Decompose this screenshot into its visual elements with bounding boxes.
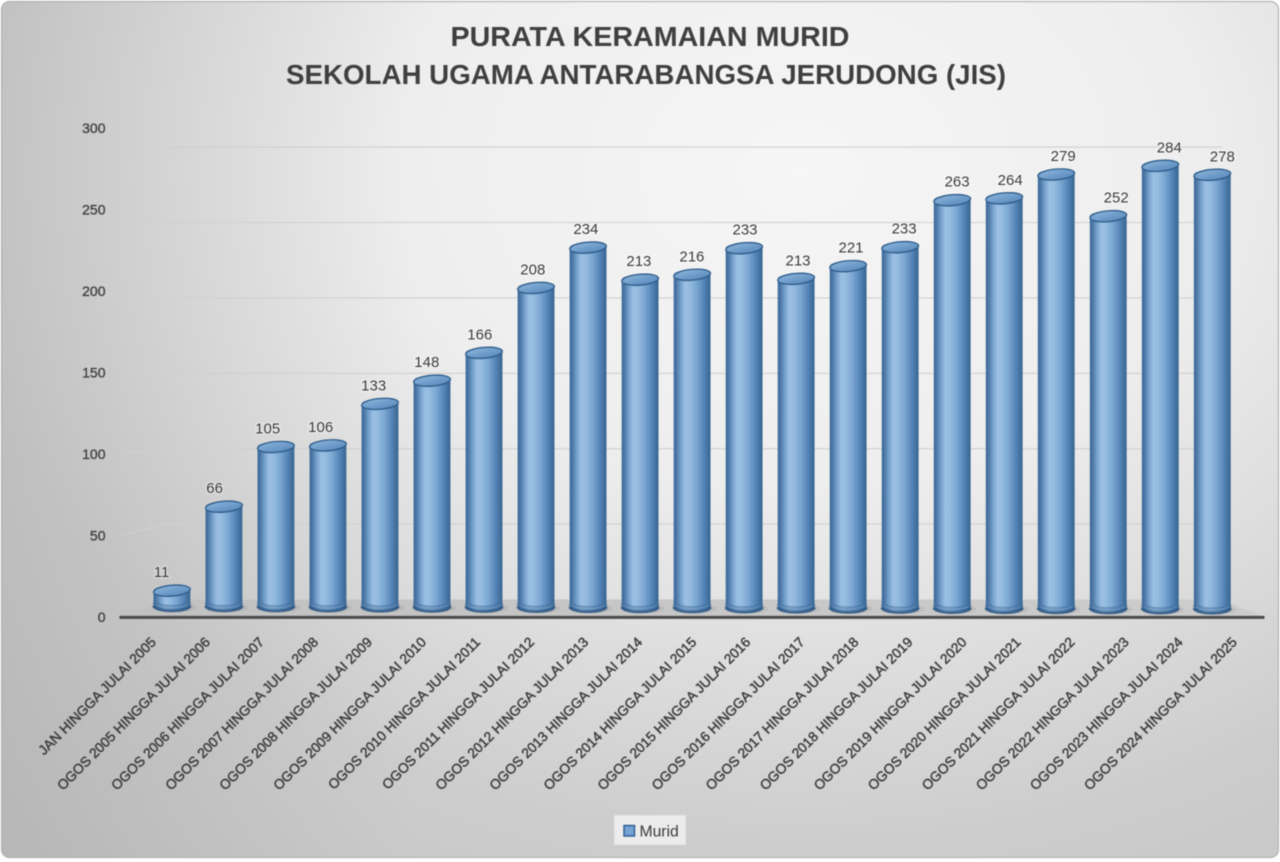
svg-text:Murid: Murid — [640, 823, 679, 840]
svg-text:66: 66 — [206, 480, 223, 497]
svg-text:300: 300 — [82, 120, 106, 136]
svg-text:SEKOLAH UGAMA ANTARABANGSA JER: SEKOLAH UGAMA ANTARABANGSA JERUDONG (JIS… — [286, 59, 1006, 90]
svg-text:213: 213 — [626, 253, 651, 270]
svg-text:278: 278 — [1210, 148, 1235, 165]
svg-text:252: 252 — [1104, 190, 1129, 207]
svg-text:263: 263 — [945, 174, 970, 191]
svg-text:50: 50 — [90, 527, 106, 543]
svg-text:166: 166 — [467, 326, 492, 343]
svg-text:234: 234 — [573, 221, 598, 238]
svg-text:148: 148 — [414, 354, 439, 371]
svg-text:221: 221 — [838, 240, 863, 257]
svg-text:0: 0 — [98, 609, 106, 625]
svg-text:200: 200 — [82, 283, 106, 299]
svg-text:216: 216 — [679, 248, 704, 265]
svg-text:133: 133 — [361, 377, 386, 394]
svg-text:150: 150 — [82, 364, 106, 380]
svg-text:11: 11 — [154, 564, 170, 581]
svg-text:208: 208 — [520, 262, 545, 279]
svg-text:PURATA KERAMAIAN MURID: PURATA KERAMAIAN MURID — [451, 21, 850, 52]
svg-text:233: 233 — [732, 222, 757, 239]
svg-text:284: 284 — [1157, 139, 1182, 156]
svg-text:213: 213 — [785, 252, 810, 269]
svg-text:106: 106 — [308, 419, 333, 436]
svg-text:233: 233 — [892, 221, 917, 238]
svg-text:279: 279 — [1051, 148, 1076, 165]
svg-text:100: 100 — [82, 446, 106, 462]
svg-text:250: 250 — [82, 201, 106, 217]
svg-text:264: 264 — [998, 172, 1023, 189]
svg-text:105: 105 — [255, 421, 280, 438]
